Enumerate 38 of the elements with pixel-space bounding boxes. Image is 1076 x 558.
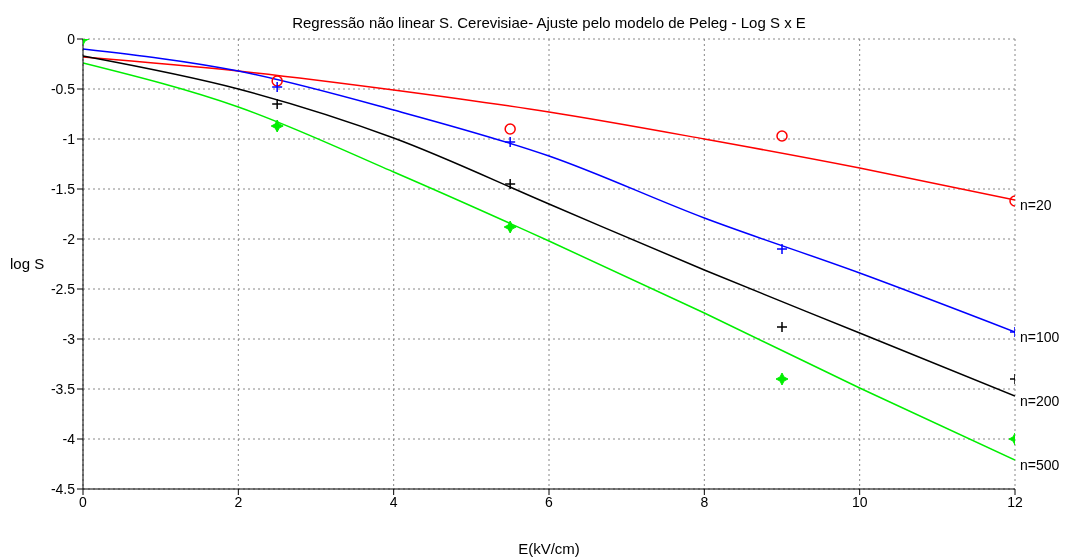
y-tick-label: -1 — [62, 130, 76, 147]
y-tick-label: -4.5 — [50, 480, 76, 497]
point — [271, 98, 283, 110]
point — [776, 321, 788, 333]
point — [776, 130, 788, 142]
y-tick-label: -3 — [62, 330, 76, 347]
point — [775, 372, 789, 386]
x-tick-label: 0 — [79, 493, 88, 510]
x-tick-label: 12 — [1007, 493, 1023, 510]
line-series — [83, 62, 1015, 461]
series-label: n=20 — [1020, 196, 1052, 213]
y-tick-label: -3.5 — [50, 380, 76, 397]
x-tick-label: 2 — [234, 493, 243, 510]
x-tick-label: 10 — [851, 493, 868, 510]
line-series — [83, 48, 1015, 333]
point — [271, 75, 283, 87]
y-tick-label: -0.5 — [50, 80, 76, 97]
y-tick-label: 0 — [67, 30, 76, 47]
point — [271, 81, 283, 93]
y-tick-label: -1.5 — [50, 180, 76, 197]
x-tick-label: 6 — [545, 493, 554, 510]
y-tick-label: -2 — [62, 230, 76, 247]
x-axis-title: E(kV/cm) — [518, 540, 580, 557]
point — [504, 178, 516, 190]
point — [270, 119, 284, 133]
point — [776, 243, 788, 255]
series-label: n=500 — [1020, 456, 1060, 473]
series-label: n=200 — [1020, 392, 1060, 409]
point — [504, 136, 516, 148]
chart-title: Regressão não linear S. Cerevisiae- Ajuste pelo modelo de Peleg - Log S x E — [291, 14, 807, 31]
y-tick-label: -4 — [62, 430, 76, 447]
y-axis-title: log S — [10, 255, 45, 273]
x-tick-label: 4 — [389, 493, 398, 510]
point — [503, 220, 517, 234]
y-tick-label: -2.5 — [50, 280, 76, 297]
point — [504, 123, 516, 135]
series-label: n=100 — [1020, 328, 1060, 345]
x-tick-label: 8 — [700, 493, 709, 510]
